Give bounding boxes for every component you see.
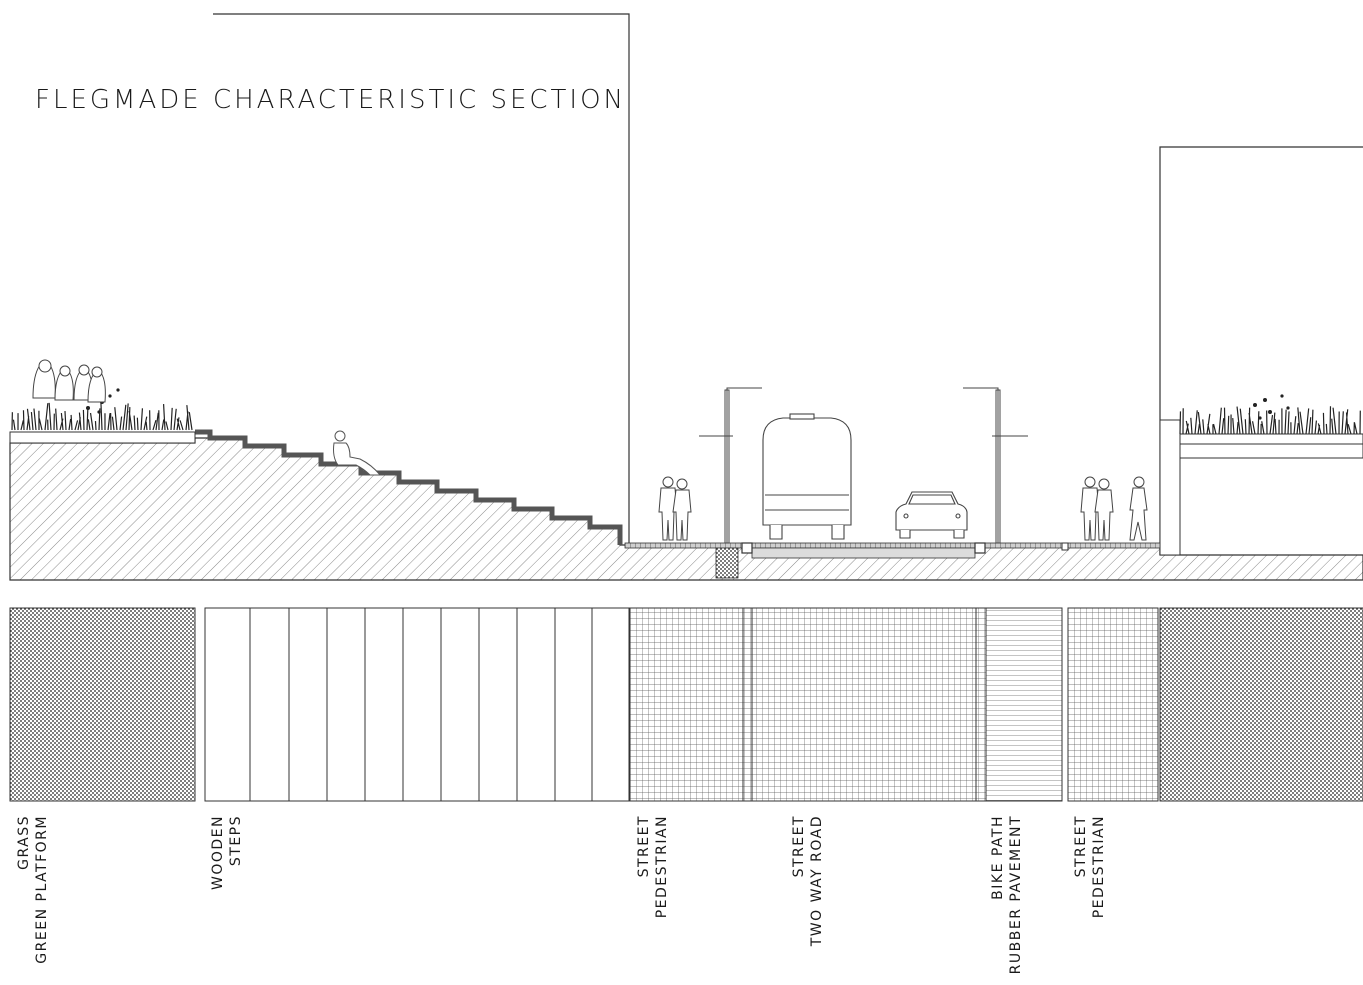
strip-separator [742,607,753,802]
label-road-0: STREET [791,815,807,877]
seated-person-icon [333,430,382,476]
strip-separator [975,607,987,802]
label-grass-0: GRASS [16,815,32,870]
strip-bike-path [985,607,1063,802]
street-lamp-icon [699,387,1028,544]
strip-grass-right [1159,607,1363,802]
right-building-outline [1159,146,1363,555]
material-labels: GRASS GREEN PLATFORM WOODEN STEPS STREET PEDE… [16,815,1107,974]
strip-grass [9,607,196,802]
left-building-outline [213,13,630,545]
label-pedestrian-left-0: STREET [636,815,652,877]
strip-pedestrian-right [1067,607,1159,802]
label-pedestrian-right-1: PEDESTRIAN [1091,815,1107,918]
car-icon [895,491,968,539]
strip-road [751,607,977,802]
strip-pedestrian-left [629,607,744,802]
label-road-1: TWO WAY ROAD [809,815,825,947]
plants-icon [11,388,1361,435]
label-pedestrian-right-0: STREET [1073,815,1089,877]
bus-icon [762,413,852,540]
label-grass-1: GREEN PLATFORM [34,815,50,964]
label-bike-path-0: BIKE PATH [990,815,1006,900]
pedestrians-left-icon [658,476,692,541]
label-pedestrian-left-1: PEDESTRIAN [654,815,670,918]
label-bike-path-1: RUBBER PAVEMENT [1008,815,1024,974]
pedestrians-right-icon [1080,476,1148,541]
ground-section [9,419,1363,581]
building-outlines [213,13,1363,555]
drawing-title: FLEGMADE CHARACTERISTIC SECTION [35,85,626,115]
label-wooden-steps-1: STEPS [228,815,244,866]
label-wooden-steps-0: WOODEN [210,815,226,890]
strip-wooden-steps [204,607,630,802]
material-legend-strips [9,607,1363,802]
people-group-icon [32,359,106,403]
